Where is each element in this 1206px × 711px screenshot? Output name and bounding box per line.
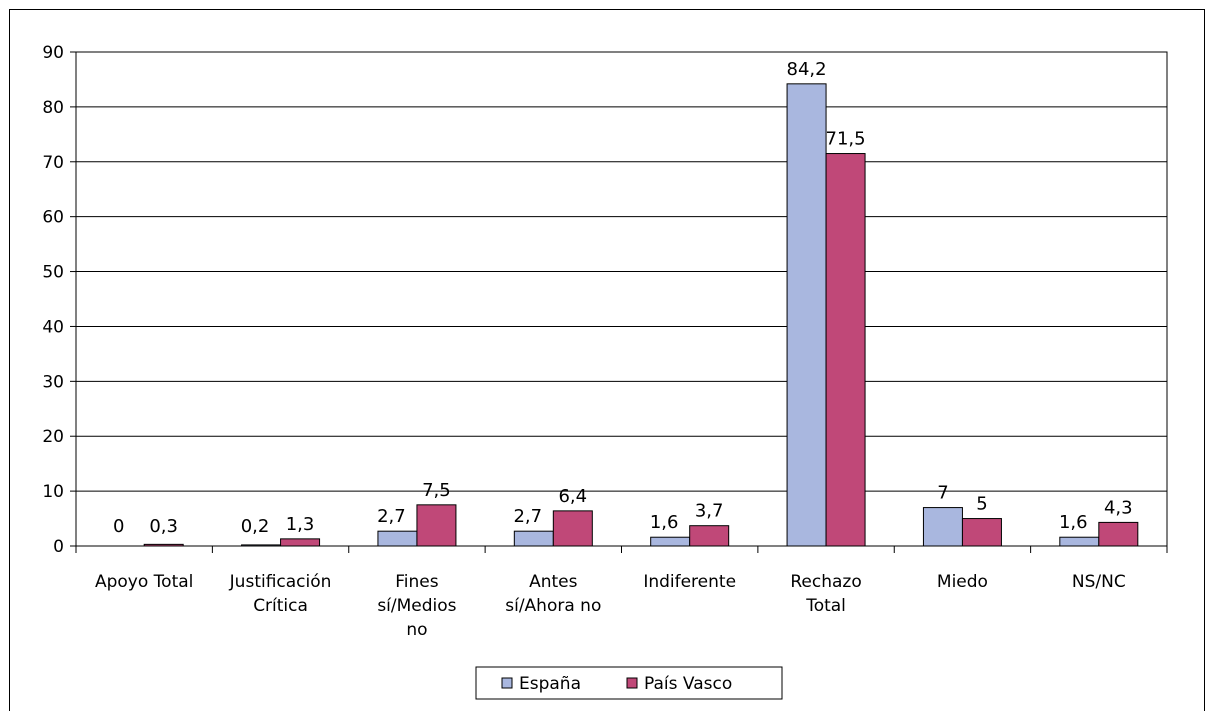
x-category-label: Miedo [937, 572, 988, 592]
y-tick-label: 90 [42, 43, 64, 63]
plot-area [75, 51, 1168, 547]
data-label: 7,5 [422, 480, 451, 501]
data-label: 1,6 [650, 512, 679, 533]
bar [552, 510, 593, 547]
data-label: 0 [113, 516, 124, 537]
legend-swatch [501, 677, 513, 689]
x-category-label: NS/NC [1072, 572, 1126, 592]
legend-swatch [626, 677, 638, 689]
bar [377, 530, 418, 547]
bar [1098, 521, 1139, 547]
bar [689, 525, 730, 547]
y-tick-label: 0 [53, 537, 64, 557]
legend-label: España [519, 674, 581, 694]
y-tick-label: 40 [42, 317, 64, 337]
x-category-label: Justificación [229, 572, 332, 592]
y-tick-label: 60 [42, 208, 64, 228]
chart-frame [9, 9, 1205, 711]
y-tick-label: 10 [42, 482, 64, 502]
x-category-label: Crítica [253, 596, 308, 616]
bar [513, 530, 554, 547]
data-label: 7 [937, 483, 948, 504]
data-label: 1,6 [1059, 512, 1088, 533]
bar [280, 538, 321, 547]
data-label: 5 [976, 494, 987, 515]
bar [1059, 536, 1100, 547]
data-label: 4,3 [1104, 497, 1133, 518]
bar [825, 153, 866, 547]
y-tick-label: 30 [42, 372, 64, 392]
data-label: 2,7 [513, 506, 542, 527]
data-label: 3,7 [695, 501, 724, 522]
data-label: 71,5 [826, 129, 866, 150]
x-category-label: sí/Medios [377, 596, 456, 616]
bar [961, 518, 1002, 547]
data-label: 0,3 [149, 516, 178, 537]
bar [922, 507, 963, 547]
bar [650, 536, 691, 547]
x-category-label: Antes [529, 572, 578, 592]
x-category-label: no [406, 620, 427, 640]
data-label: 1,3 [286, 514, 315, 535]
bar [416, 504, 457, 547]
data-label: 84,2 [787, 59, 827, 80]
legend-label: País Vasco [644, 674, 732, 694]
y-tick-label: 20 [42, 427, 64, 447]
x-category-label: Total [805, 596, 846, 616]
data-label: 0,2 [241, 516, 270, 537]
x-category-label: sí/Ahora no [505, 596, 601, 616]
bar [241, 544, 282, 547]
x-category-label: Fines [395, 572, 438, 592]
y-tick-label: 50 [42, 263, 64, 283]
bar [143, 543, 184, 547]
data-label: 2,7 [377, 506, 406, 527]
x-category-label: Indiferente [643, 572, 736, 592]
y-tick-label: 70 [42, 153, 64, 173]
data-label: 6,4 [558, 486, 587, 507]
x-category-label: Rechazo [790, 572, 861, 592]
y-tick-label: 80 [42, 98, 64, 118]
bar [786, 83, 827, 547]
x-category-label: Apoyo Total [95, 572, 193, 592]
